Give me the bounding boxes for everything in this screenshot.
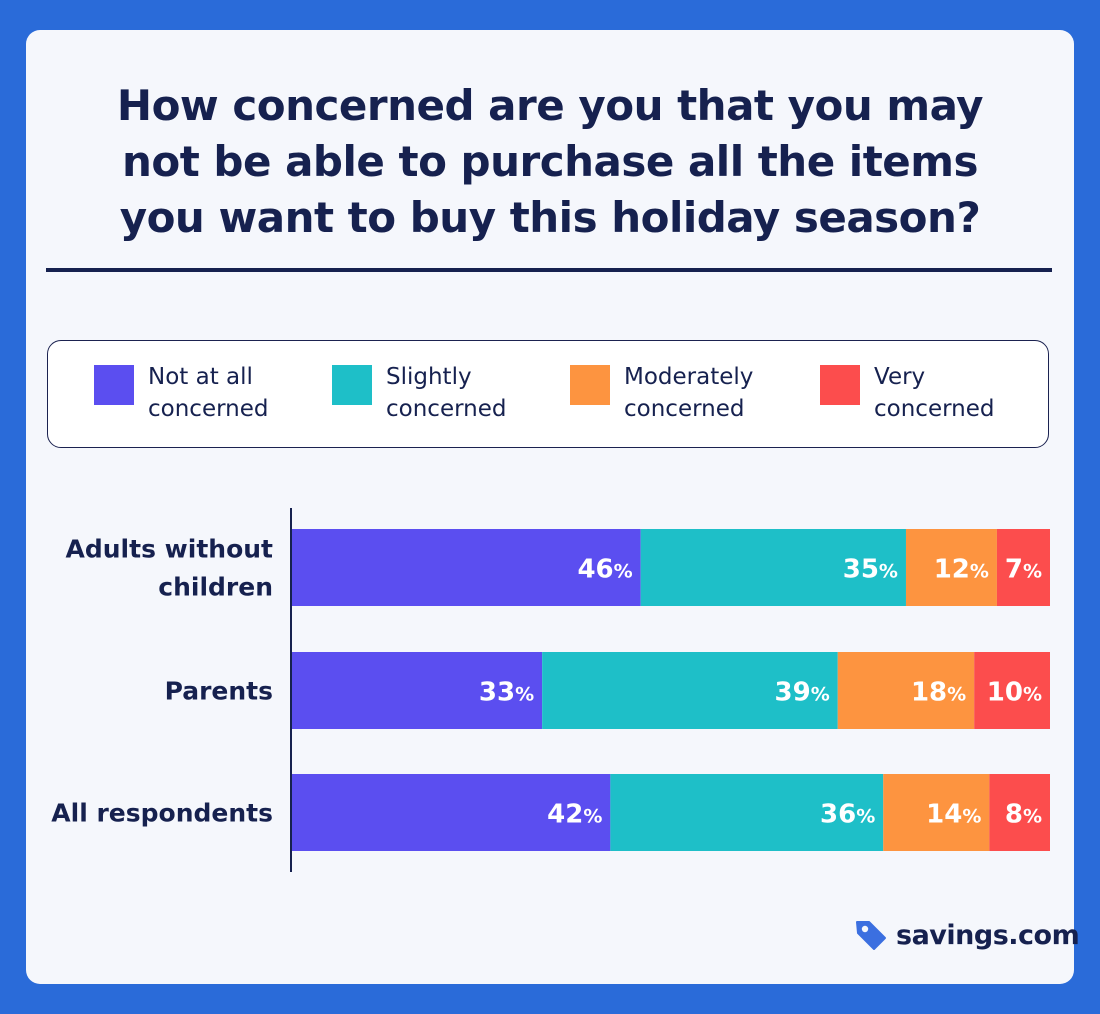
bar-segment — [905, 529, 997, 606]
data-label: 46% — [577, 555, 632, 585]
bar-segment — [640, 529, 906, 606]
legend-item-moderately: Moderately concerned — [570, 361, 794, 425]
legend-label: Slightly concerned — [386, 364, 507, 422]
brand-logo: savings.com — [854, 918, 1080, 952]
data-label: 7% — [1005, 555, 1042, 585]
category-label: children — [158, 573, 273, 602]
category-label: All respondents — [51, 799, 273, 828]
data-label: 12% — [934, 555, 989, 585]
bar-segment — [292, 529, 641, 606]
bar-segment — [292, 652, 543, 729]
legend-swatch — [94, 365, 134, 405]
category-label: Parents — [165, 677, 273, 706]
data-label: 35% — [843, 555, 898, 585]
data-label: 10% — [987, 678, 1042, 708]
bar-segment — [989, 774, 1050, 851]
data-label: 18% — [911, 678, 966, 708]
bar-segment — [996, 529, 1050, 606]
legend-swatch — [332, 365, 372, 405]
bar-segment — [837, 652, 975, 729]
legend-item-not-at-all: Not at all concerned — [94, 361, 318, 425]
price-tag-icon — [856, 921, 886, 950]
data-label: 8% — [1005, 800, 1042, 830]
legend-item-slightly: Slightly concerned — [332, 361, 556, 425]
chart-card: How concerned are you that you may not b… — [26, 30, 1080, 984]
category-label: Adults without — [66, 535, 274, 564]
data-label: 36% — [820, 800, 875, 830]
bar-segment — [974, 652, 1050, 729]
chart-title: How concerned are you that you may not b… — [26, 78, 1074, 246]
legend: Not at all concerned Slightly concerned … — [47, 340, 1049, 448]
legend-label: Not at all concerned — [148, 364, 269, 422]
bar-segment — [883, 774, 990, 851]
data-label: 42% — [547, 800, 602, 830]
legend-swatch — [570, 365, 610, 405]
title-divider — [46, 268, 1052, 272]
title-line: not be able to purchase all the items — [121, 137, 979, 186]
title-line: How concerned are you that you may — [116, 81, 984, 130]
data-label: 39% — [775, 678, 830, 708]
legend-swatch — [820, 365, 860, 405]
bar-segment — [542, 652, 838, 729]
legend-label: Moderately concerned — [624, 364, 754, 422]
title-line: you want to buy this holiday season? — [119, 193, 981, 242]
bar-segment — [610, 774, 884, 851]
stacked-bar-chart: 46% 35% 12% 7% Adults without children 33% 39% 1… — [51, 508, 1050, 872]
legend-item-very: Very concerned — [820, 361, 1044, 425]
bar-segment — [292, 774, 611, 851]
data-label: 33% — [479, 678, 534, 708]
legend-label: Very concerned — [874, 364, 995, 422]
data-label: 14% — [926, 800, 981, 830]
brand-name: savings.com — [896, 919, 1080, 951]
